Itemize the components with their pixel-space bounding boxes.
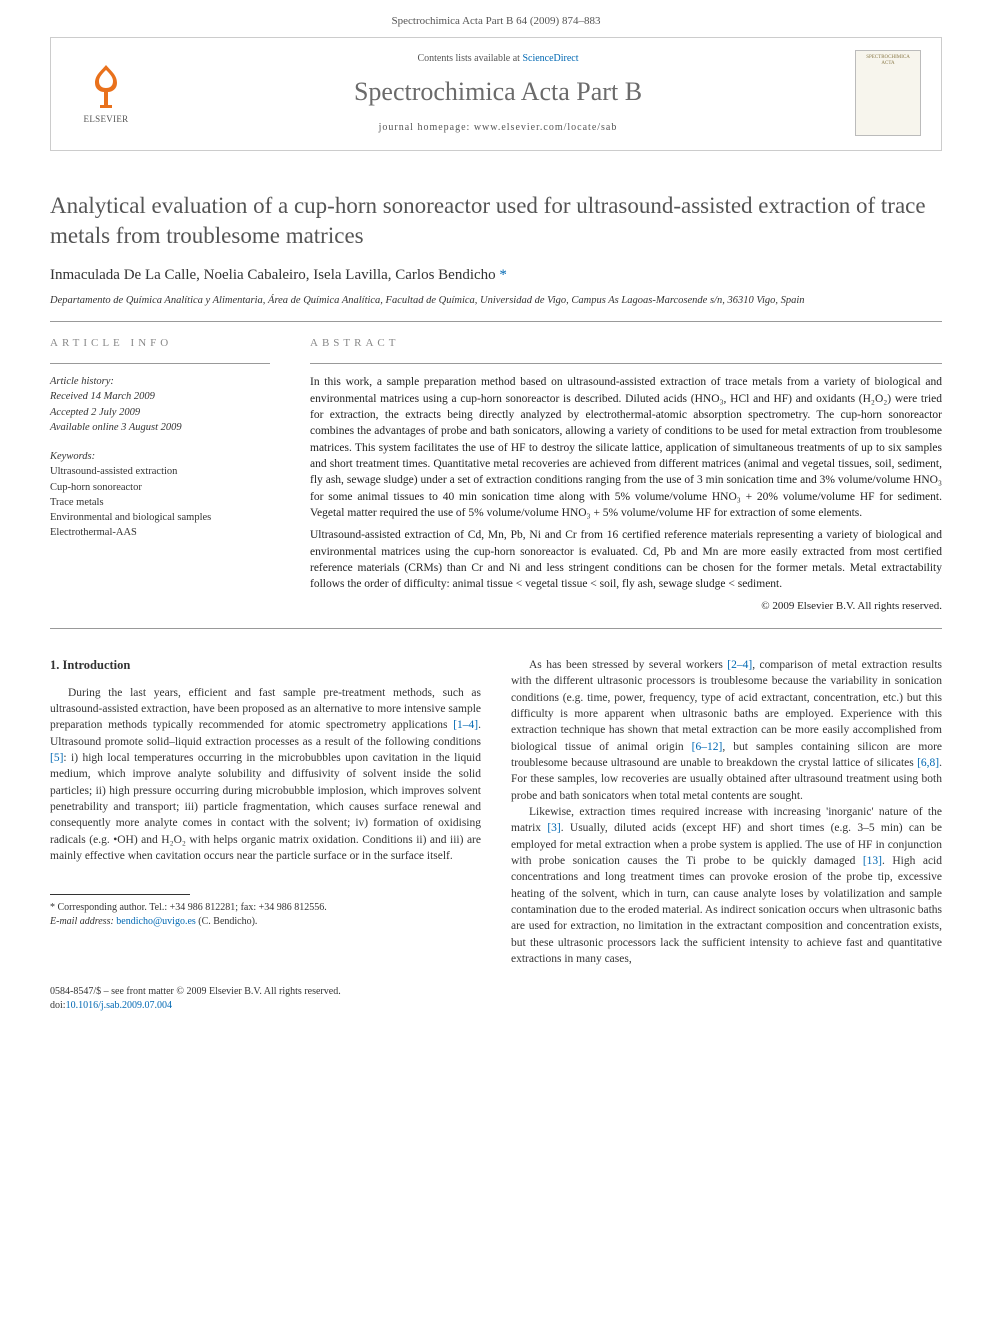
journal-name: Spectrochimica Acta Part B <box>141 74 855 110</box>
intro-heading: 1. Introduction <box>50 657 481 675</box>
keyword: Ultrasound-assisted extraction <box>50 464 270 479</box>
doi-link[interactable]: 10.1016/j.sab.2009.07.004 <box>66 1000 172 1011</box>
footnote-line2: E-mail address: bendicho@uvigo.es (C. Be… <box>50 915 481 929</box>
authors-plain: Inmaculada De La Calle, Noelia Cabaleiro… <box>50 267 499 283</box>
article-info-column: article info Article history: Received 1… <box>50 336 270 614</box>
keyword: Electrothermal-AAS <box>50 525 270 540</box>
column-right: As has been stressed by several workers … <box>511 657 942 967</box>
corresponding-mark: * <box>499 267 507 283</box>
info-divider <box>50 363 270 364</box>
journal-masthead: ELSEVIER Contents lists available at Sci… <box>50 37 942 151</box>
article-history: Article history: Received 14 March 2009 … <box>50 374 270 435</box>
front-matter-line: 0584-8547/$ – see front matter © 2009 El… <box>50 985 942 999</box>
keyword: Cup-horn sonoreactor <box>50 480 270 495</box>
keyword: Trace metals <box>50 495 270 510</box>
citation-link[interactable]: [6–12] <box>692 741 723 753</box>
footnote-separator <box>50 894 190 895</box>
contents-prefix: Contents lists available at <box>417 53 522 64</box>
homepage-prefix: journal homepage: <box>379 122 474 133</box>
elsevier-logo: ELSEVIER <box>71 54 141 132</box>
abstract-label: abstract <box>310 336 942 351</box>
footnote-line1: * Corresponding author. Tel.: +34 986 81… <box>50 901 481 915</box>
doi-label: doi: <box>50 1000 66 1011</box>
keyword: Environmental and biological samples <box>50 510 270 525</box>
citation-link[interactable]: [3] <box>547 822 560 834</box>
body-para-r2: Likewise, extraction times required incr… <box>511 804 942 967</box>
abstract-copyright: © 2009 Elsevier B.V. All rights reserved… <box>310 599 942 615</box>
citation-link[interactable]: [2–4] <box>727 659 752 671</box>
text-run: , comparison of metal extraction results… <box>511 659 942 753</box>
text-run: . High acid concentrations and long trea… <box>511 855 942 965</box>
journal-homepage: journal homepage: www.elsevier.com/locat… <box>141 121 855 135</box>
abstract-body: In this work, a sample preparation metho… <box>310 374 942 614</box>
keywords-head: Keywords: <box>50 449 270 464</box>
text-run: : i) high local temperatures occurring i… <box>50 752 481 862</box>
citation-link[interactable]: [5] <box>50 752 63 764</box>
body-columns: 1. Introduction During the last years, e… <box>50 657 942 967</box>
sciencedirect-link[interactable]: ScienceDirect <box>522 53 578 64</box>
running-head: Spectrochimica Acta Part B 64 (2009) 874… <box>0 0 992 37</box>
elsevier-tree-icon <box>81 61 131 111</box>
abstract-p2: Ultrasound-assisted extraction of Cd, Mn… <box>310 527 942 592</box>
citation-link[interactable]: [6,8] <box>917 757 939 769</box>
body-para-r1: As has been stressed by several workers … <box>511 657 942 804</box>
elsevier-label: ELSEVIER <box>84 113 129 126</box>
history-online: Available online 3 August 2009 <box>50 420 270 435</box>
thumb-label-bottom: ACTA <box>881 61 894 67</box>
column-left: 1. Introduction During the last years, e… <box>50 657 481 967</box>
citation-link[interactable]: [1–4] <box>453 719 478 731</box>
corresponding-footnote: * Corresponding author. Tel.: +34 986 81… <box>50 901 481 929</box>
text-run: During the last years, efficient and fas… <box>50 687 481 732</box>
divider-bottom <box>50 628 942 629</box>
journal-cover-thumbnail: SPECTROCHIMICA ACTA <box>855 50 921 136</box>
email-label: E-mail address: <box>50 916 116 927</box>
journal-center: Contents lists available at ScienceDirec… <box>141 52 855 134</box>
contents-available: Contents lists available at ScienceDirec… <box>141 52 855 66</box>
divider-top <box>50 321 942 322</box>
history-received: Received 14 March 2009 <box>50 389 270 404</box>
abstract-p1: In this work, a sample preparation metho… <box>310 374 942 521</box>
article-info-label: article info <box>50 336 270 351</box>
text-run: As has been stressed by several workers <box>529 659 727 671</box>
page-footer: 0584-8547/$ – see front matter © 2009 El… <box>50 985 942 1013</box>
meta-row: article info Article history: Received 1… <box>50 336 942 614</box>
homepage-url[interactable]: www.elsevier.com/locate/sab <box>474 122 618 133</box>
doi-line: doi:10.1016/j.sab.2009.07.004 <box>50 999 942 1013</box>
keywords-block: Keywords: Ultrasound-assisted extraction… <box>50 449 270 540</box>
citation-link[interactable]: [13] <box>863 855 882 867</box>
affiliation: Departamento de Química Analítica y Alim… <box>50 294 942 309</box>
abstract-divider <box>310 363 942 364</box>
email-tail: (C. Bendicho). <box>196 916 258 927</box>
history-accepted: Accepted 2 July 2009 <box>50 405 270 420</box>
article-title: Analytical evaluation of a cup-horn sono… <box>50 191 942 251</box>
abstract-column: abstract In this work, a sample preparat… <box>310 336 942 614</box>
history-head: Article history: <box>50 374 270 389</box>
email-link[interactable]: bendicho@uvigo.es <box>116 916 195 927</box>
intro-para-1: During the last years, efficient and fas… <box>50 685 481 865</box>
author-list: Inmaculada De La Calle, Noelia Cabaleiro… <box>50 265 942 286</box>
